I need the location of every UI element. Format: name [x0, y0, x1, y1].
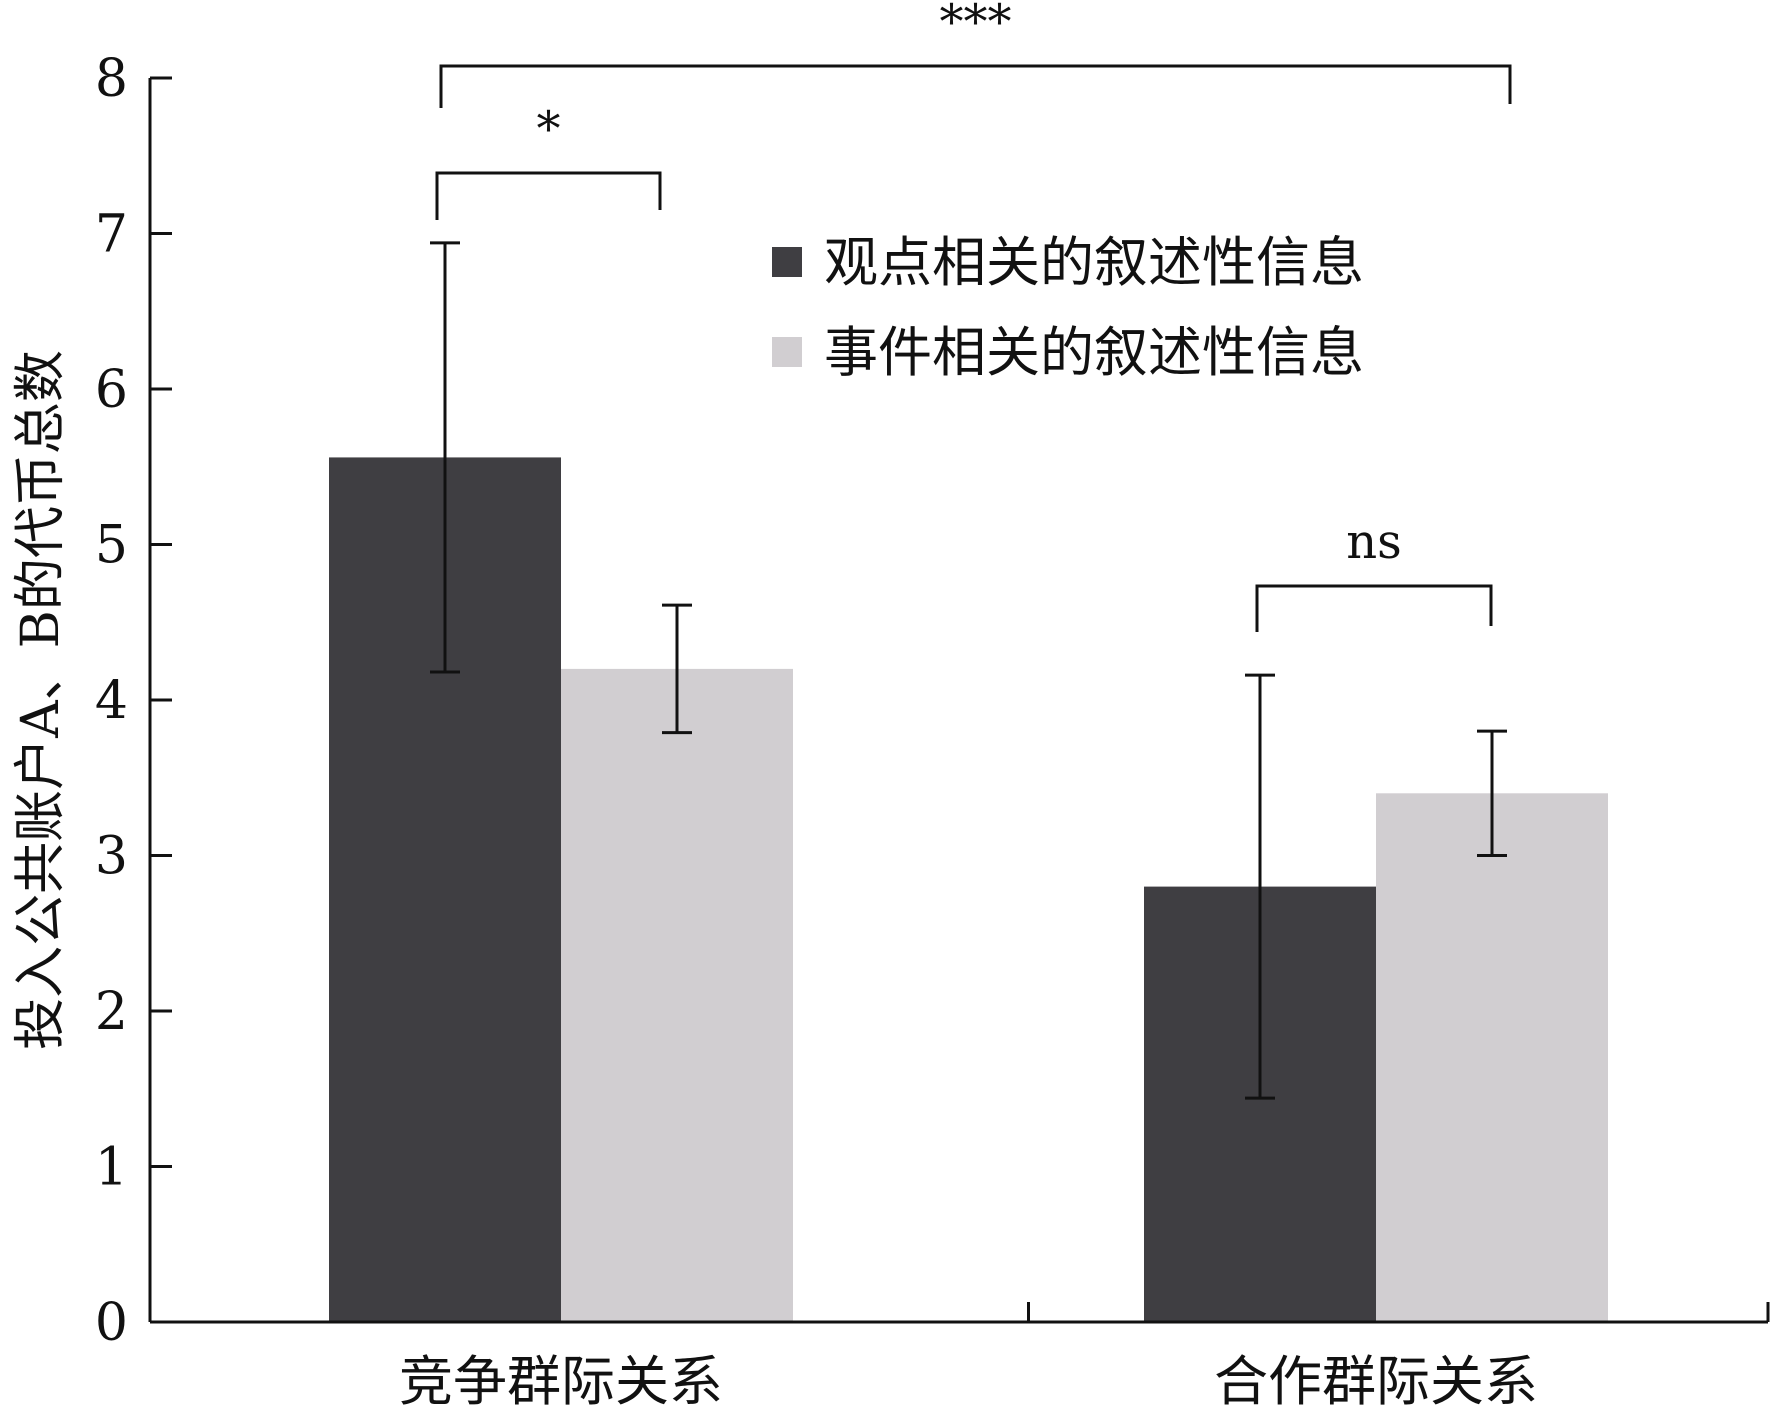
legend-swatch-event: [772, 337, 802, 367]
y-tick-label-2: 2: [95, 982, 128, 1042]
y-tick-label-3: 3: [95, 827, 128, 887]
significance-layer: ****ns: [435, 0, 1512, 632]
legend-label-event: 事件相关的叙述性信息: [824, 321, 1364, 384]
legend: 观点相关的叙述性信息 事件相关的叙述性信息: [772, 231, 1364, 384]
bar-1-1: [1376, 793, 1608, 1322]
sig-across-label: ***: [940, 0, 1012, 50]
x-category-label-0: 竞争群际关系: [399, 1350, 723, 1412]
sig-cooperative-label: ns: [1346, 514, 1402, 570]
legend-label-opinion: 观点相关的叙述性信息: [824, 231, 1364, 294]
x-category-label-1: 合作群际关系: [1214, 1350, 1538, 1412]
y-tick-label-7: 7: [95, 205, 128, 265]
y-tick-label-1: 1: [95, 1138, 128, 1198]
y-tick-label-8: 8: [95, 49, 128, 109]
y-tick-label-0: 0: [95, 1293, 128, 1353]
y-tick-label-6: 6: [95, 360, 128, 420]
bar-0-1: [561, 668, 793, 1322]
error-bars-layer: [430, 241, 1507, 1100]
axes-layer: 0 1 2 3 4 5 6 7 8 竞争群际关系 合作群际关系: [95, 49, 1770, 1412]
y-tick-label-4: 4: [95, 671, 128, 731]
sig-competitive-label: *: [537, 101, 561, 157]
y-tick-label-5: 5: [95, 516, 128, 576]
sig-competitive-bracket: [435, 171, 662, 220]
sig-across-bracket: [439, 64, 1512, 108]
legend-swatch-opinion: [772, 247, 802, 277]
sig-cooperative-bracket: [1255, 584, 1493, 632]
y-axis-label: 投入公共账户A、B的代币总数: [11, 350, 71, 1050]
